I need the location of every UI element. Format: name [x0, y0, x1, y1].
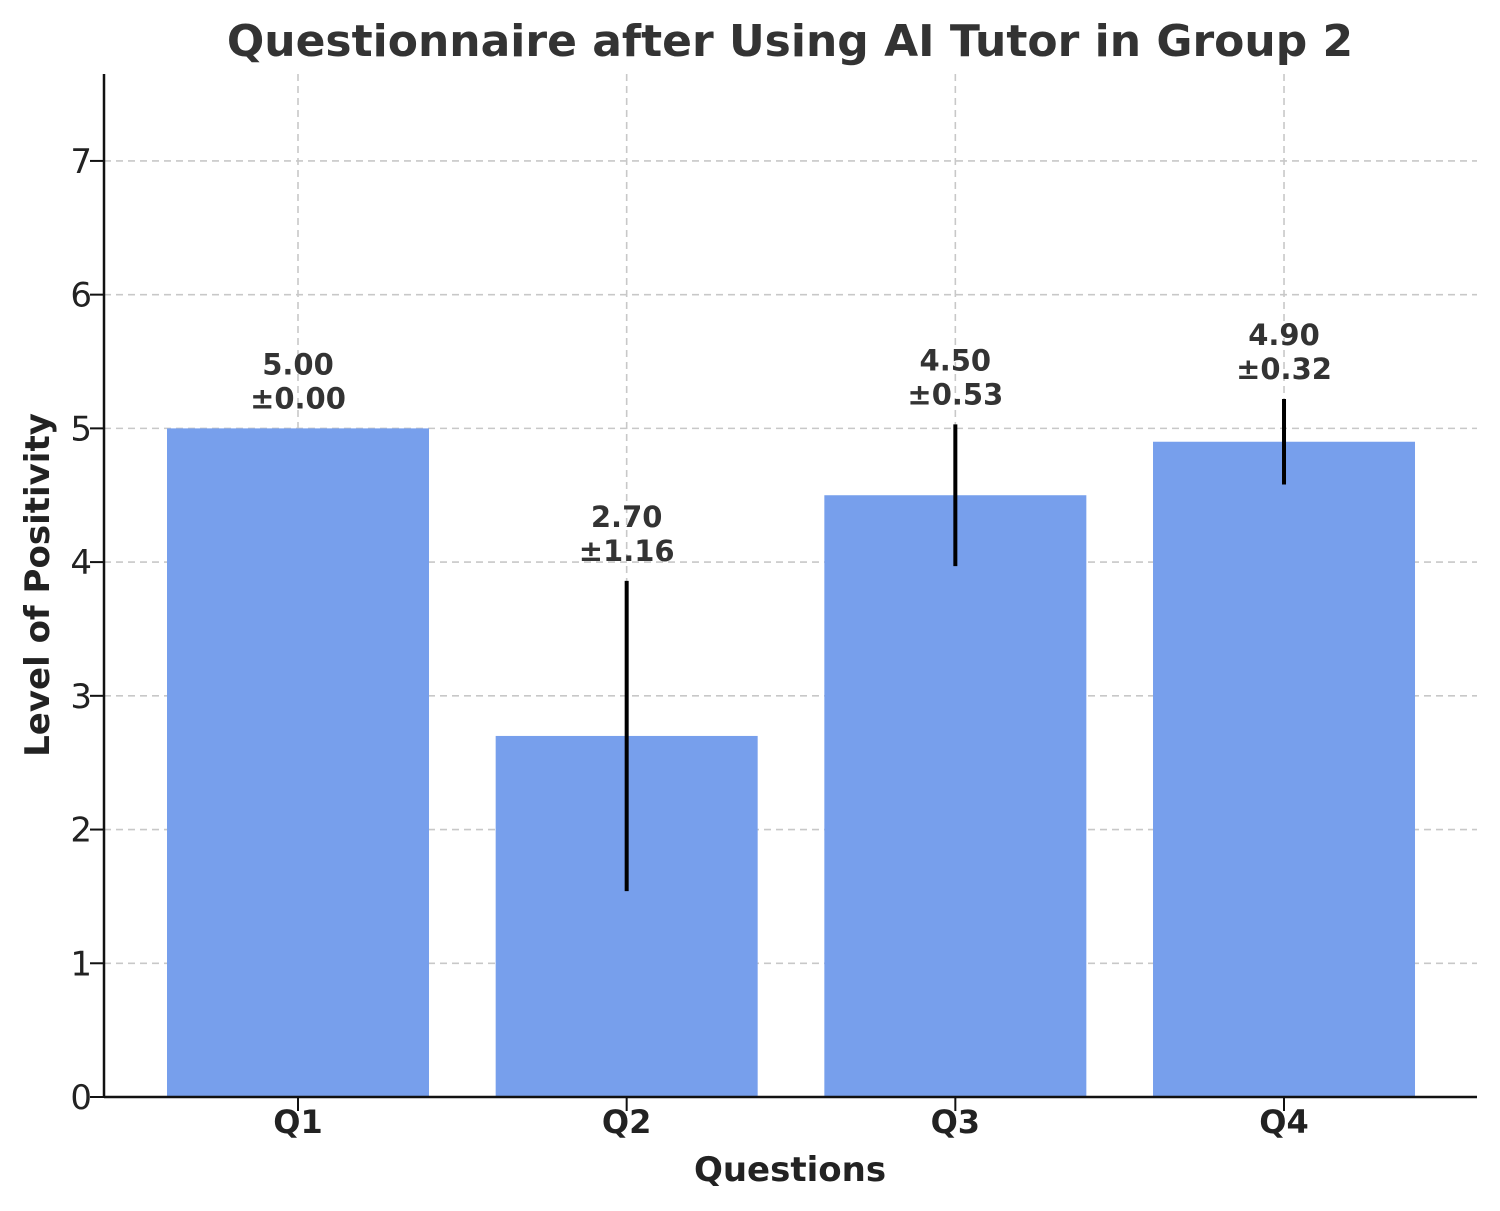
y-tick-label: 2: [70, 811, 92, 851]
x-tick-label-q1: Q1: [273, 1103, 322, 1141]
error-layer: [624, 398, 1287, 892]
data-label-value-q4: 4.90: [1248, 318, 1320, 352]
y-tick-label: 7: [70, 142, 92, 182]
data-label-error-q4: ±0.32: [1236, 352, 1332, 386]
bar-layer: [167, 428, 1416, 1097]
x-tick-label-q3: Q3: [931, 1103, 980, 1141]
bar-q3: [824, 495, 1087, 1097]
y-tick-label: 4: [70, 543, 92, 583]
y-tick-label: 0: [70, 1078, 92, 1118]
data-label-value-q3: 4.50: [920, 343, 992, 377]
bar-q1: [167, 428, 429, 1097]
y-tick-label: 5: [70, 409, 92, 449]
data-label-value-q1: 5.00: [262, 347, 334, 381]
data-label-error-q3: ±0.53: [907, 377, 1003, 411]
y-tick-label: 6: [70, 276, 92, 316]
axis-layer: 0 1 2 3 4 5 6 7 Q1 Q2 Q3 Q4: [70, 74, 1477, 1141]
y-tick-label: 3: [70, 677, 92, 717]
data-label-value-q2: 2.70: [591, 500, 663, 534]
x-axis-label: Questions: [694, 1150, 886, 1190]
data-label-error-q1: ±0.00: [250, 381, 346, 415]
x-tick-label-q4: Q4: [1259, 1103, 1308, 1141]
x-tick-label-q2: Q2: [602, 1103, 651, 1141]
data-label-error-q2: ±1.16: [579, 534, 675, 568]
y-axis-label: Level of Positivity: [18, 413, 58, 757]
label-layer: 5.00±0.00 2.70±1.16 4.50±0.53 4.90±0.32: [250, 318, 1332, 568]
chart-title: Questionnaire after Using AI Tutor in Gr…: [227, 16, 1353, 67]
bar-q4: [1153, 441, 1416, 1097]
y-tick-label: 1: [70, 944, 92, 984]
